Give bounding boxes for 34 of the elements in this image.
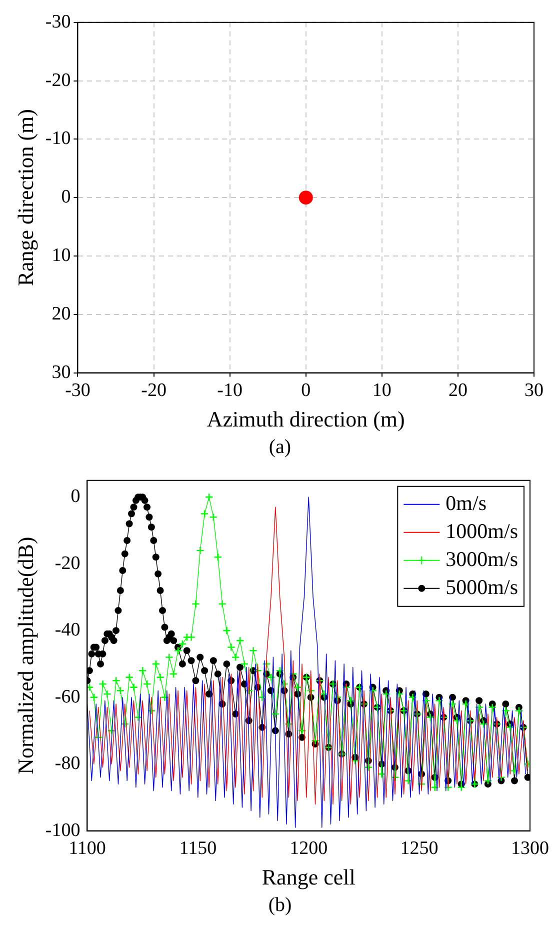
y-tick-label: -30 bbox=[45, 11, 71, 32]
x-tick-label: -10 bbox=[217, 380, 242, 402]
y-axis-title: Normalized amplitude(dB) bbox=[12, 536, 38, 774]
x-tick-label: 1150 bbox=[179, 838, 217, 860]
y-tick-label: -40 bbox=[54, 620, 80, 641]
x-tick-label: 1250 bbox=[400, 838, 438, 860]
x-tick-label: 20 bbox=[448, 380, 468, 402]
legend-label: 5000m/s bbox=[446, 574, 518, 599]
x-tick-label: 0 bbox=[301, 380, 311, 402]
legend-label: 0m/s bbox=[446, 490, 486, 515]
y-tick-label: 0 bbox=[61, 186, 71, 208]
x-tick-label: 30 bbox=[524, 380, 544, 402]
y-axis-title: Range direction (m) bbox=[12, 109, 38, 286]
y-tick-label: 10 bbox=[52, 244, 71, 266]
y-tick-label: -20 bbox=[45, 70, 71, 91]
x-tick-label: 1300 bbox=[511, 838, 549, 860]
x-tick-label: 1200 bbox=[290, 838, 328, 860]
y-tick-label: 0 bbox=[70, 486, 80, 508]
x-tick-label: -20 bbox=[141, 380, 166, 402]
x-tick-label: 10 bbox=[372, 380, 392, 402]
text: (a) bbox=[268, 436, 292, 460]
x-axis-title: Azimuth direction (m) bbox=[206, 406, 405, 432]
x-tick-label: 1100 bbox=[68, 838, 106, 860]
y-tick-label: -20 bbox=[54, 552, 80, 574]
y-tick-label: -100 bbox=[45, 820, 80, 841]
y-tick-label: -80 bbox=[54, 753, 80, 774]
y-tick-label: 30 bbox=[52, 362, 71, 383]
legend-label: 1000m/s bbox=[446, 518, 518, 543]
y-tick-label: -10 bbox=[45, 128, 71, 150]
text: (b) bbox=[267, 894, 293, 918]
legend-label: 3000m/s bbox=[446, 546, 518, 571]
y-tick-label: 20 bbox=[52, 303, 71, 324]
x-axis-title: Range cell bbox=[262, 864, 356, 890]
y-tick-label: -60 bbox=[54, 686, 80, 708]
